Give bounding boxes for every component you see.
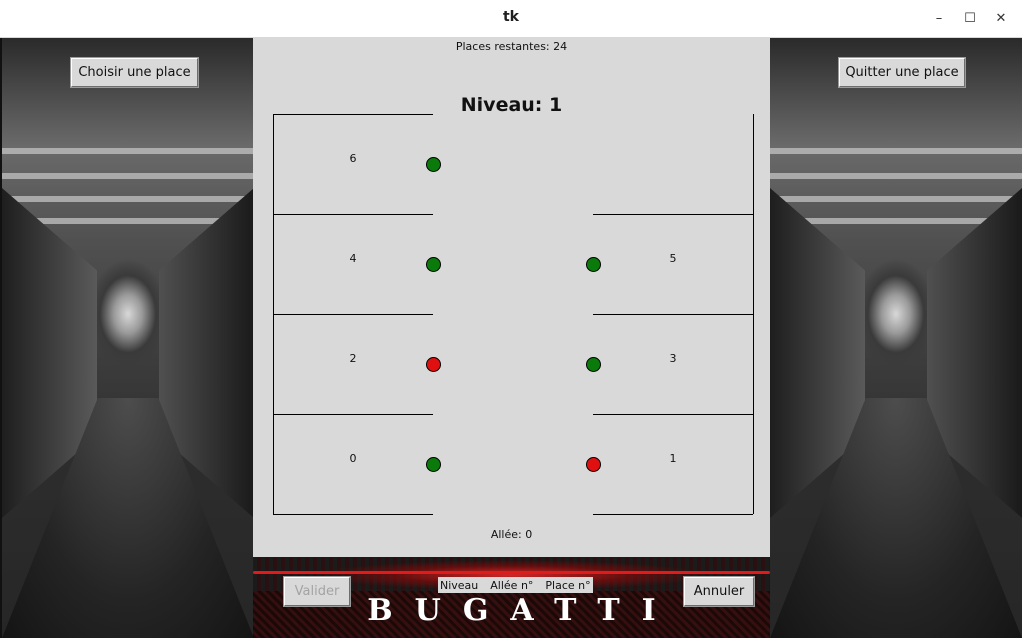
right-background-image	[770, 38, 1022, 638]
window-title: tk	[502, 9, 519, 25]
alley-label: Allée: 0	[490, 528, 533, 541]
spot-number-0: 0	[349, 452, 357, 465]
spot-number-1: 1	[669, 452, 677, 465]
parking-lot: 6 4 5 2 3 0 1	[253, 38, 770, 557]
footer-banner: Valider Niveau Allée n° Place n° Annuler…	[253, 557, 770, 638]
spot-status-indicator-1[interactable]	[586, 457, 601, 472]
brand-logo: BUGATTI	[367, 593, 678, 628]
selection-info: Niveau Allée n° Place n°	[438, 577, 593, 593]
info-place: Place n°	[545, 578, 591, 592]
info-alley: Allée n°	[490, 578, 534, 592]
places-remaining-label: Places restantes: 24	[455, 40, 568, 53]
left-background-image	[2, 38, 254, 638]
info-level: Niveau	[440, 578, 479, 592]
app-content: Choisir une place Quitter une place Plac…	[0, 38, 1022, 638]
spot-status-indicator-5[interactable]	[586, 257, 601, 272]
choose-place-button[interactable]: Choisir une place	[71, 58, 198, 87]
spot-status-indicator-6[interactable]	[426, 157, 441, 172]
leave-place-button[interactable]: Quitter une place	[839, 58, 965, 87]
minimize-icon[interactable]: –	[935, 10, 943, 26]
spot-number-4: 4	[349, 252, 357, 265]
spot-number-3: 3	[669, 352, 677, 365]
spot-status-indicator-0[interactable]	[426, 457, 441, 472]
spot-status-indicator-3[interactable]	[586, 357, 601, 372]
validate-button[interactable]: Valider	[284, 577, 350, 606]
parking-canvas: Places restantes: 24 Niveau: 1 6 4 5 2	[253, 38, 770, 557]
spot-status-indicator-2[interactable]	[426, 357, 441, 372]
level-title: Niveau: 1	[460, 94, 563, 116]
cancel-button[interactable]: Annuler	[684, 577, 754, 606]
window-titlebar: tk – ☐ ✕	[0, 0, 1022, 38]
spot-number-5: 5	[669, 252, 677, 265]
spot-number-6: 6	[349, 152, 357, 165]
maximize-icon[interactable]: ☐	[964, 10, 976, 26]
close-icon[interactable]: ✕	[995, 10, 1007, 26]
spot-status-indicator-4[interactable]	[426, 257, 441, 272]
spot-number-2: 2	[349, 352, 357, 365]
